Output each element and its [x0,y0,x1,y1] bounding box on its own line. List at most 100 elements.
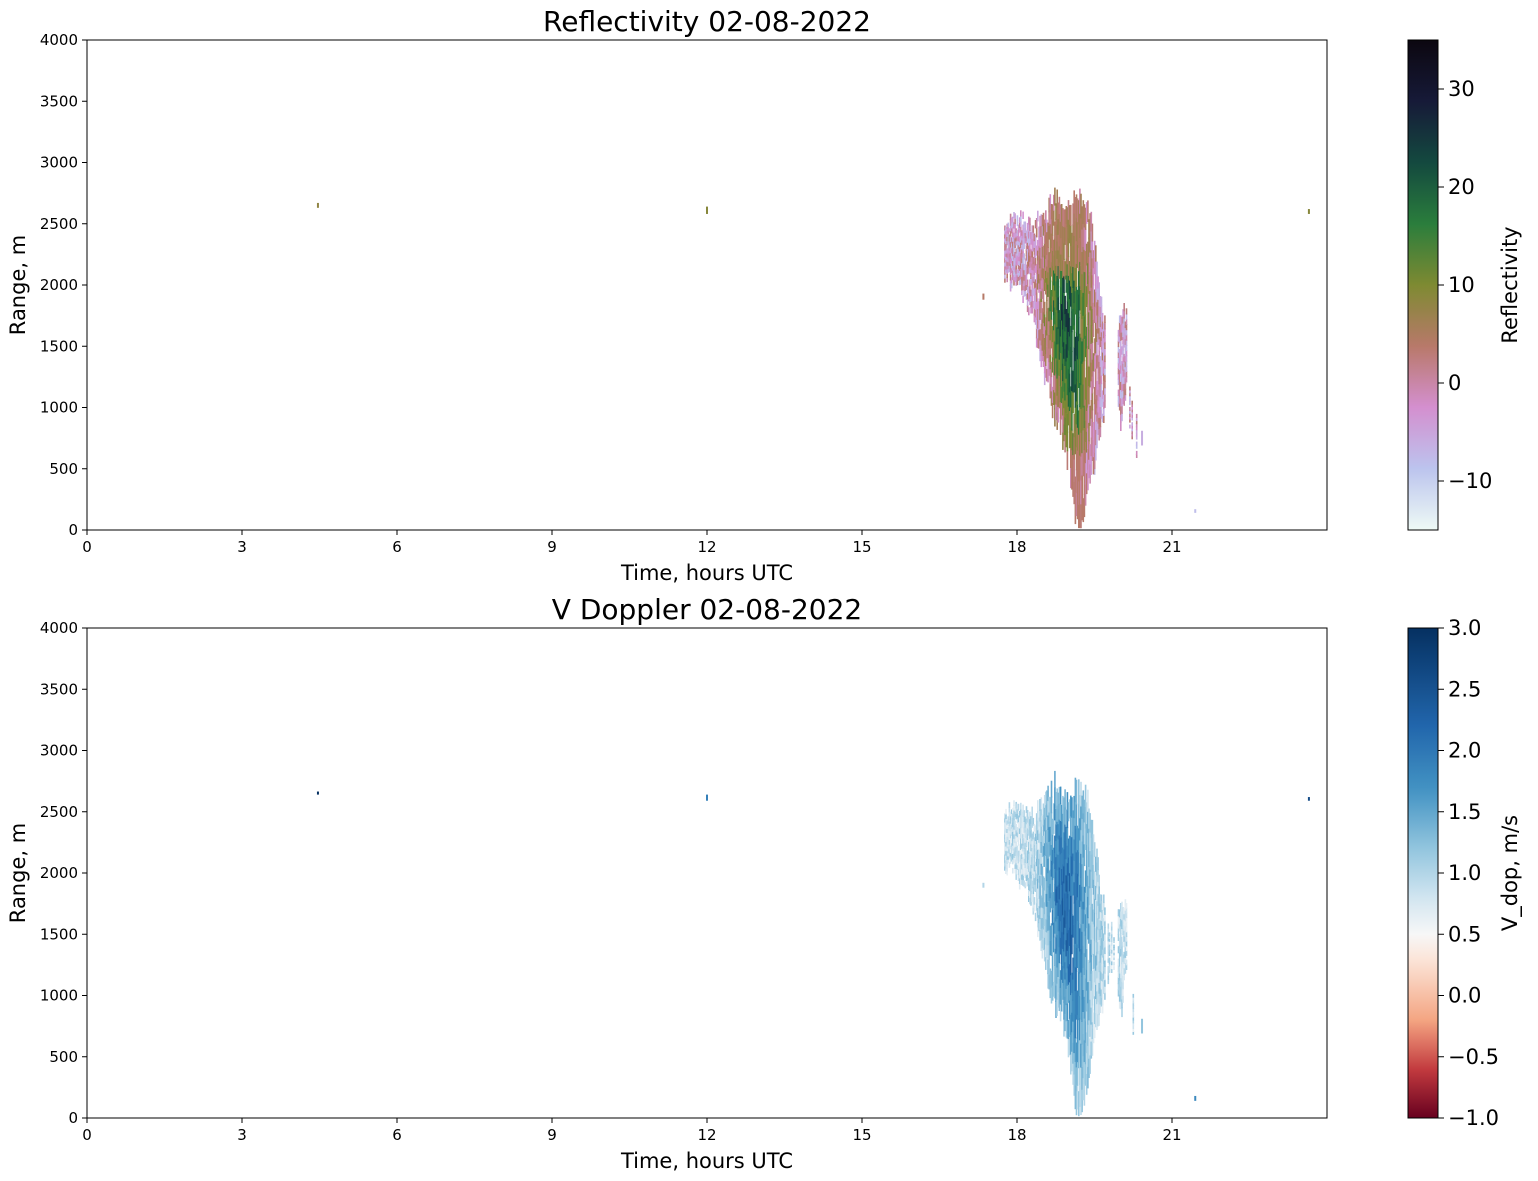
data-cell [1087,406,1089,429]
data-cell [1082,944,1085,968]
data-cell [1124,909,1127,916]
data-cell [1093,897,1096,913]
data-cell [1123,390,1125,399]
data-cell [1059,352,1062,370]
data-cell [1091,970,1094,989]
data-cell [1125,964,1128,970]
data-cell [1083,449,1086,473]
data-cell [1057,327,1060,345]
data-cell [1006,843,1008,849]
data-cell [1041,214,1044,227]
data-cell [1020,831,1022,839]
data-cell [1063,1018,1065,1037]
data-cell [1035,872,1038,881]
data-cell [1073,324,1075,348]
data-cell [1070,934,1072,956]
data-cell [1075,1042,1078,1068]
data-cell [1104,985,1106,994]
data-cell [1031,275,1033,283]
data-cell [1074,1013,1077,1039]
data-cell [1093,387,1096,405]
data-cell [1007,822,1010,827]
data-cell [1089,444,1091,465]
data-cell [1079,950,1081,974]
data-cell [1104,979,1106,987]
data-cell [1039,339,1041,351]
data-cell [1055,952,1057,970]
data-cell [1100,928,1103,939]
data-cell [1059,803,1062,821]
data-cell [1016,279,1019,286]
data-cell [1113,961,1115,966]
data-cell [1005,813,1007,820]
data-cell [1088,421,1090,442]
data-cell [1033,857,1036,865]
data-cell [1099,336,1102,348]
data-cell [1012,245,1014,252]
y-tick-label: 1000 [40,399,78,417]
data-cell [1100,314,1103,324]
data-cell [1083,493,1086,518]
data-cell [1034,869,1037,878]
data-cell [1100,980,1103,990]
data-cell [1080,503,1082,529]
data-cell [1075,354,1078,379]
data-cell [1089,1017,1091,1037]
data-cell [1051,924,1054,941]
data-cell [1004,817,1006,823]
data-cell [1135,441,1138,446]
data-cell [1040,808,1043,821]
data-cell [1120,1000,1122,1010]
data-cell [1118,315,1121,324]
data-cell [1068,981,1071,1001]
data-cell [1063,390,1065,409]
data-cell [1020,236,1022,243]
data-cell [1021,878,1023,885]
data-cell [1007,842,1010,847]
data-cell [1088,440,1090,460]
data-cell [1056,885,1058,903]
data-cell [1034,279,1037,288]
data-cell [1063,374,1065,392]
data-cell [1063,423,1065,442]
data-cell [1039,820,1041,833]
data-cell [1056,189,1058,208]
data-cell [1071,1031,1073,1052]
data-cell [1075,923,1078,948]
data-cell [1072,810,1074,833]
data-cell [1032,865,1035,874]
data-cell [1050,304,1053,320]
data-cell [1034,861,1037,871]
data-cell [1079,333,1081,359]
data-cell [1098,349,1100,362]
data-cell [1058,818,1061,836]
data-cell [1021,289,1023,296]
data-cell [1084,977,1087,1000]
data-cell [1009,815,1012,820]
data-cell [1118,335,1121,344]
data-cell [1075,803,1078,829]
data-cell [1076,449,1079,474]
data-cell [1046,893,1048,907]
data-cell [1005,818,1007,824]
data-cell [1055,372,1057,390]
data-cell [1041,937,1044,949]
data-cell [1058,802,1061,820]
data-cell [1073,945,1075,968]
data-cell [1099,416,1102,428]
colorbar-label: Reflectivity [1498,226,1522,343]
data-cell [1101,343,1104,353]
data-cell [1099,426,1102,438]
data-cell [1062,863,1064,882]
data-cell [1072,852,1074,875]
data-cell [1118,923,1121,932]
data-cell [1113,949,1115,953]
data-cell [1092,908,1095,925]
data-cell [1065,274,1068,293]
data-cell [1018,855,1021,862]
data-cell [1021,853,1023,860]
data-cell [1032,269,1035,277]
data-cell [1005,808,1007,815]
data-cell [1085,389,1088,411]
data-cell [1097,929,1099,943]
